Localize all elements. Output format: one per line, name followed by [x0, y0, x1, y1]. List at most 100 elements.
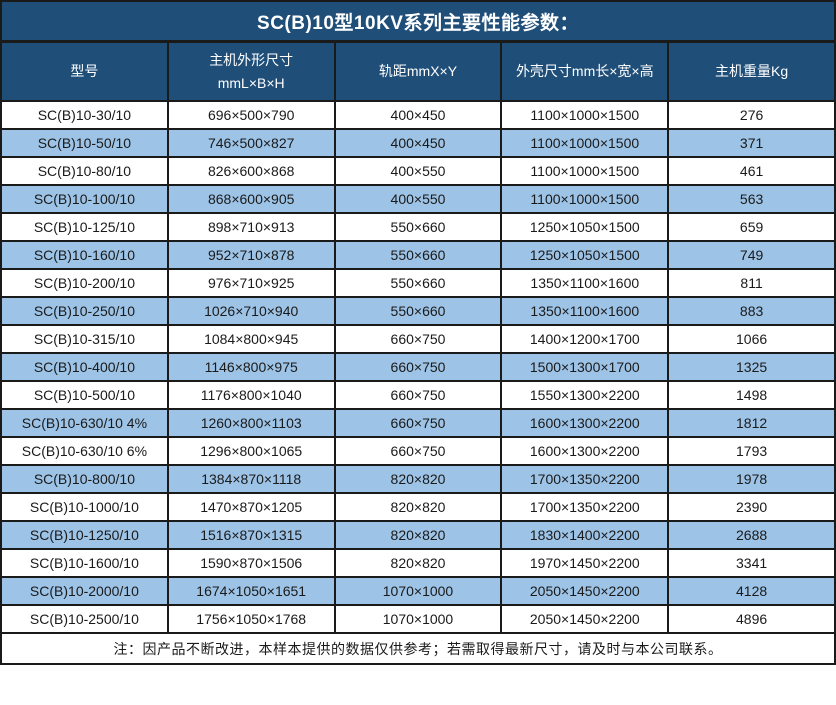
cell-weight: 1978: [667, 464, 836, 494]
cell-host-dimensions: 1084×800×945: [166, 324, 336, 354]
cell-shell-dimensions: 2050×1450×2200: [500, 604, 670, 634]
cell-shell-dimensions: 1100×1000×1500: [500, 100, 670, 130]
table-row: SC(B)10-250/10 1026×710×940 550×660 1350×11…: [0, 296, 836, 326]
table-row: SC(B)10-2500/10 1756×1050×1768 1070×1000 20…: [0, 604, 836, 634]
table-row: SC(B)10-315/10 1084×800×945 660×750 1400×12…: [0, 324, 836, 354]
table-row: SC(B)10-200/10 976×710×925 550×660 1350×110…: [0, 268, 836, 298]
cell-weight: 1325: [667, 352, 836, 382]
cell-model: SC(B)10-315/10: [0, 324, 169, 354]
cell-rail-gauge: 400×550: [333, 156, 503, 186]
cell-rail-gauge: 660×750: [333, 408, 503, 438]
cell-model: SC(B)10-50/10: [0, 128, 169, 158]
cell-model: SC(B)10-1600/10: [0, 548, 169, 578]
cell-host-dimensions: 952×710×878: [166, 240, 336, 270]
spec-table: 型号 主机外形尺寸 mmL×B×H 轨距mmX×Y 外壳尺寸mm长×宽×高 主机…: [0, 43, 836, 665]
cell-weight: 1066: [667, 324, 836, 354]
cell-shell-dimensions: 1350×1100×1600: [500, 296, 670, 326]
cell-weight: 883: [667, 296, 836, 326]
cell-weight: 811: [667, 268, 836, 298]
cell-shell-dimensions: 1830×1400×2200: [500, 520, 670, 550]
table-row: SC(B)10-2000/10 1674×1050×1651 1070×1000 20…: [0, 576, 836, 606]
table-row: SC(B)10-500/10 1176×800×1040 660×750 1550×1…: [0, 380, 836, 410]
cell-weight: 1793: [667, 436, 836, 466]
cell-weight: 1812: [667, 408, 836, 438]
col-header-rail-gauge: 轨距mmX×Y: [333, 43, 503, 102]
cell-rail-gauge: 550×660: [333, 212, 503, 242]
cell-weight: 3341: [667, 548, 836, 578]
cell-model: SC(B)10-100/10: [0, 184, 169, 214]
table-row: SC(B)10-800/10 1384×870×1118 820×820 1700×1…: [0, 464, 836, 494]
cell-host-dimensions: 1146×800×975: [166, 352, 336, 382]
cell-host-dimensions: 976×710×925: [166, 268, 336, 298]
cell-weight: 4896: [667, 604, 836, 634]
cell-model: SC(B)10-400/10: [0, 352, 169, 382]
cell-shell-dimensions: 1500×1300×1700: [500, 352, 670, 382]
cell-shell-dimensions: 1250×1050×1500: [500, 212, 670, 242]
cell-shell-dimensions: 1350×1100×1600: [500, 268, 670, 298]
table-row: SC(B)10-30/10 696×500×790 400×450 1100×1000…: [0, 100, 836, 130]
table-body: SC(B)10-30/10 696×500×790 400×450 1100×1000…: [0, 100, 836, 634]
cell-weight: 2688: [667, 520, 836, 550]
cell-shell-dimensions: 1550×1300×2200: [500, 380, 670, 410]
cell-model: SC(B)10-80/10: [0, 156, 169, 186]
cell-weight: 749: [667, 240, 836, 270]
cell-model: SC(B)10-800/10: [0, 464, 169, 494]
table-row: SC(B)10-50/10 746×500×827 400×450 1100×1000…: [0, 128, 836, 158]
table-row: SC(B)10-400/10 1146×800×975 660×750 1500×13…: [0, 352, 836, 382]
cell-shell-dimensions: 1100×1000×1500: [500, 156, 670, 186]
table-row: SC(B)10-1000/10 1470×870×1205 820×820 1700×…: [0, 492, 836, 522]
cell-weight: 4128: [667, 576, 836, 606]
header-row: 型号 主机外形尺寸 mmL×B×H 轨距mmX×Y 外壳尺寸mm长×宽×高 主机…: [0, 43, 836, 102]
cell-rail-gauge: 550×660: [333, 240, 503, 270]
cell-weight: 1498: [667, 380, 836, 410]
table-row: SC(B)10-100/10 868×600×905 400×550 1100×100…: [0, 184, 836, 214]
cell-host-dimensions: 1516×870×1315: [166, 520, 336, 550]
cell-rail-gauge: 820×820: [333, 464, 503, 494]
cell-rail-gauge: 400×450: [333, 100, 503, 130]
cell-model: SC(B)10-1000/10: [0, 492, 169, 522]
cell-shell-dimensions: 1250×1050×1500: [500, 240, 670, 270]
note-row: 注：因产品不断改进，本样本提供的数据仅供参考；若需取得最新尺寸，请及时与本公司联…: [0, 632, 836, 665]
cell-weight: 659: [667, 212, 836, 242]
cell-weight: 371: [667, 128, 836, 158]
cell-shell-dimensions: 1700×1350×2200: [500, 464, 670, 494]
cell-weight: 2390: [667, 492, 836, 522]
cell-rail-gauge: 1070×1000: [333, 604, 503, 634]
col-header-shell-dimensions: 外壳尺寸mm长×宽×高: [500, 43, 670, 102]
cell-shell-dimensions: 2050×1450×2200: [500, 576, 670, 606]
cell-model: SC(B)10-630/10 6%: [0, 436, 169, 466]
cell-host-dimensions: 868×600×905: [166, 184, 336, 214]
cell-rail-gauge: 400×550: [333, 184, 503, 214]
cell-host-dimensions: 1384×870×1118: [166, 464, 336, 494]
col-header-weight: 主机重量Kg: [667, 43, 836, 102]
cell-rail-gauge: 1070×1000: [333, 576, 503, 606]
cell-host-dimensions: 696×500×790: [166, 100, 336, 130]
cell-host-dimensions: 1026×710×940: [166, 296, 336, 326]
table-row: SC(B)10-1600/10 1590×870×1506 820×820 1970×…: [0, 548, 836, 578]
table-row: SC(B)10-80/10 826×600×868 400×550 1100×1000…: [0, 156, 836, 186]
table-row: SC(B)10-630/10 4% 1260×800×1103 660×750 160…: [0, 408, 836, 438]
cell-host-dimensions: 1590×870×1506: [166, 548, 336, 578]
cell-shell-dimensions: 1600×1300×2200: [500, 408, 670, 438]
col-header-model: 型号: [0, 43, 169, 102]
table-row: SC(B)10-630/10 6% 1296×800×1065 660×750 160…: [0, 436, 836, 466]
cell-model: SC(B)10-500/10: [0, 380, 169, 410]
cell-model: SC(B)10-2500/10: [0, 604, 169, 634]
cell-rail-gauge: 660×750: [333, 352, 503, 382]
cell-model: SC(B)10-630/10 4%: [0, 408, 169, 438]
table-row: SC(B)10-160/10 952×710×878 550×660 1250×105…: [0, 240, 836, 270]
cell-host-dimensions: 1470×870×1205: [166, 492, 336, 522]
cell-rail-gauge: 550×660: [333, 296, 503, 326]
cell-shell-dimensions: 1100×1000×1500: [500, 128, 670, 158]
table-row: SC(B)10-125/10 898×710×913 550×660 1250×105…: [0, 212, 836, 242]
cell-host-dimensions: 1756×1050×1768: [166, 604, 336, 634]
cell-weight: 461: [667, 156, 836, 186]
cell-shell-dimensions: 1970×1450×2200: [500, 548, 670, 578]
cell-rail-gauge: 660×750: [333, 324, 503, 354]
cell-rail-gauge: 550×660: [333, 268, 503, 298]
page-title: SC(B)10型10KV系列主要性能参数：: [0, 0, 836, 43]
cell-rail-gauge: 400×450: [333, 128, 503, 158]
cell-rail-gauge: 660×750: [333, 380, 503, 410]
cell-rail-gauge: 820×820: [333, 492, 503, 522]
